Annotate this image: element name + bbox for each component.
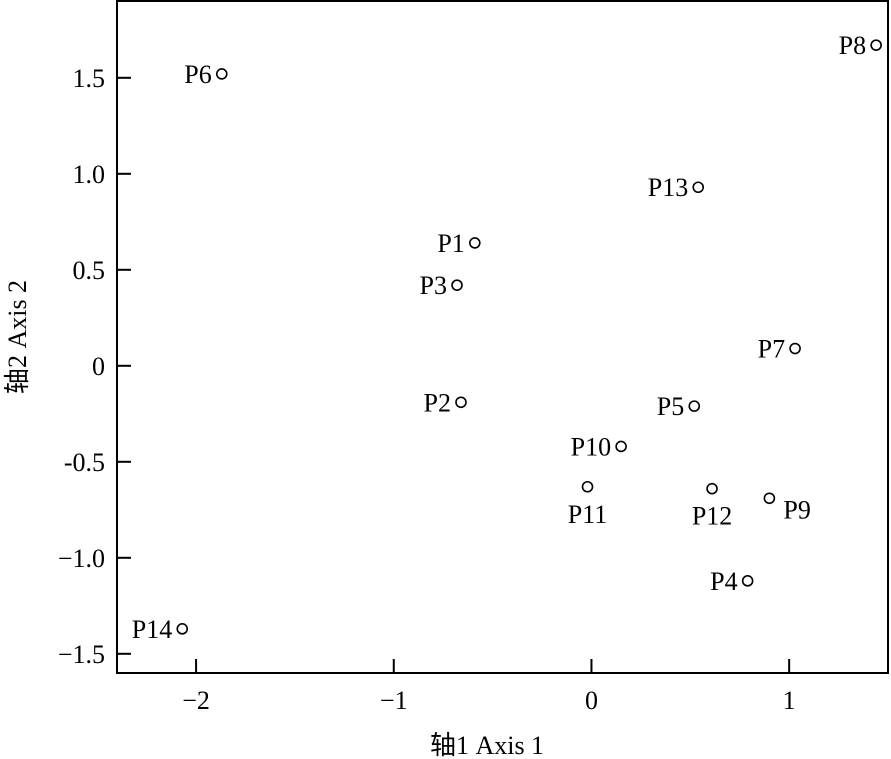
y-tick-label: −1.5 [58,640,105,669]
data-point-p4 [741,575,754,587]
point-label-p2: P2 [424,388,451,417]
data-points: P1 P2 P3 P4 P5 P6 P7 P8 P9 P10 P11 P12 P13 P14 [132,31,882,644]
point-label-p12: P12 [692,502,732,531]
y-axis-title: 轴2 Axis 2 [3,280,32,394]
data-point-p6 [215,68,228,80]
x-axis-ticks: −2 −1 0 1 [182,659,796,715]
point-label-p11: P11 [568,500,608,529]
data-point-p5 [688,400,701,412]
x-tick-label: 0 [585,686,598,715]
point-label-p7: P7 [758,335,785,364]
x-axis-title: 轴1 Axis 1 [430,731,544,759]
x-tick-label: 1 [783,686,796,715]
y-tick-label: 0 [92,352,105,381]
point-label-p3: P3 [420,271,447,300]
point-label-p8: P8 [839,31,866,60]
y-tick-label: 1.5 [73,64,106,93]
point-label-p10: P10 [571,432,611,461]
point-label-p5: P5 [657,392,684,421]
data-point-p12 [706,482,718,495]
x-tick-label: −1 [380,686,408,715]
data-point-p9 [763,492,776,505]
point-label-p4: P4 [710,567,737,596]
y-tick-label: −1.0 [58,544,105,573]
y-axis-ticks: 1.5 1.0 0.5 0 -0.5 −1.0 −1.5 [58,64,131,669]
point-label-p14: P14 [132,615,172,644]
data-point-p14 [176,623,189,635]
x-tick-label: −2 [182,686,210,715]
data-point-p2 [455,396,467,409]
y-tick-label: 0.5 [73,256,106,285]
y-tick-label: 1.0 [73,160,106,189]
y-tick-label: -0.5 [64,448,105,477]
point-label-p6: P6 [184,60,211,89]
data-point-p8 [870,39,882,51]
plot-frame [116,0,889,674]
data-point-p13 [692,181,705,194]
data-point-p11 [581,480,594,493]
data-point-p10 [615,440,627,453]
data-point-p7 [789,342,801,355]
point-label-p1: P1 [437,229,464,258]
point-label-p9: P9 [783,495,810,524]
point-label-p13: P13 [648,173,688,202]
data-point-p1 [469,237,481,249]
data-point-p3 [451,279,463,291]
